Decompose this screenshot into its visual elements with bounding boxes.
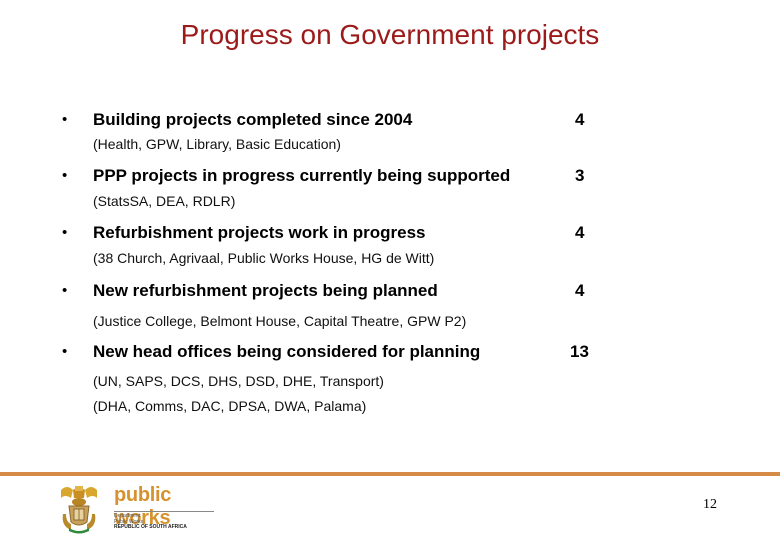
item-detail: (DHA, Comms, DAC, DPSA, DWA, Palama)	[93, 398, 367, 414]
coat-of-arms-icon	[61, 486, 97, 534]
item-label: New head offices being considered for pl…	[93, 342, 481, 361]
item-count: 4	[575, 223, 585, 242]
item-label: Refurbishment projects work in progress	[93, 223, 426, 242]
item-detail: (Justice College, Belmont House, Capital…	[93, 313, 467, 329]
item-label: Building projects completed since 2004	[93, 110, 413, 129]
dept-line-3: REPUBLIC OF SOUTH AFRICA	[114, 524, 187, 530]
bullet: •	[62, 282, 68, 299]
footer-divider	[0, 472, 780, 476]
item-count: 13	[570, 342, 589, 361]
item-count: 3	[575, 166, 585, 185]
item-detail: (Health, GPW, Library, Basic Education)	[93, 136, 341, 152]
public-works-logo: public works Department: Public Works RE…	[57, 484, 217, 534]
bullet: •	[62, 111, 68, 128]
dept-line-1: Department:	[114, 513, 142, 519]
item-count: 4	[575, 110, 585, 129]
department-text: Department: Public Works REPUBLIC OF SOU…	[114, 513, 187, 531]
item-detail: (38 Church, Agrivaal, Public Works House…	[93, 250, 435, 266]
bullet: •	[62, 343, 68, 360]
brand-name: public works	[114, 484, 172, 529]
slide-title: Progress on Government projects	[180, 19, 600, 50]
dept-line-2: Public Works	[114, 518, 144, 525]
bullet: •	[62, 167, 68, 184]
logo-divider	[114, 511, 214, 512]
item-label: PPP projects in progress currently being…	[93, 166, 511, 185]
page-number: 12	[703, 497, 717, 512]
item-detail: (UN, SAPS, DCS, DHS, DSD, DHE, Transport…	[93, 373, 384, 389]
bullet: •	[62, 224, 68, 241]
item-count: 4	[575, 281, 585, 300]
item-label: New refurbishment projects being planned	[93, 281, 438, 300]
item-detail: (StatsSA, DEA, RDLR)	[93, 193, 236, 209]
